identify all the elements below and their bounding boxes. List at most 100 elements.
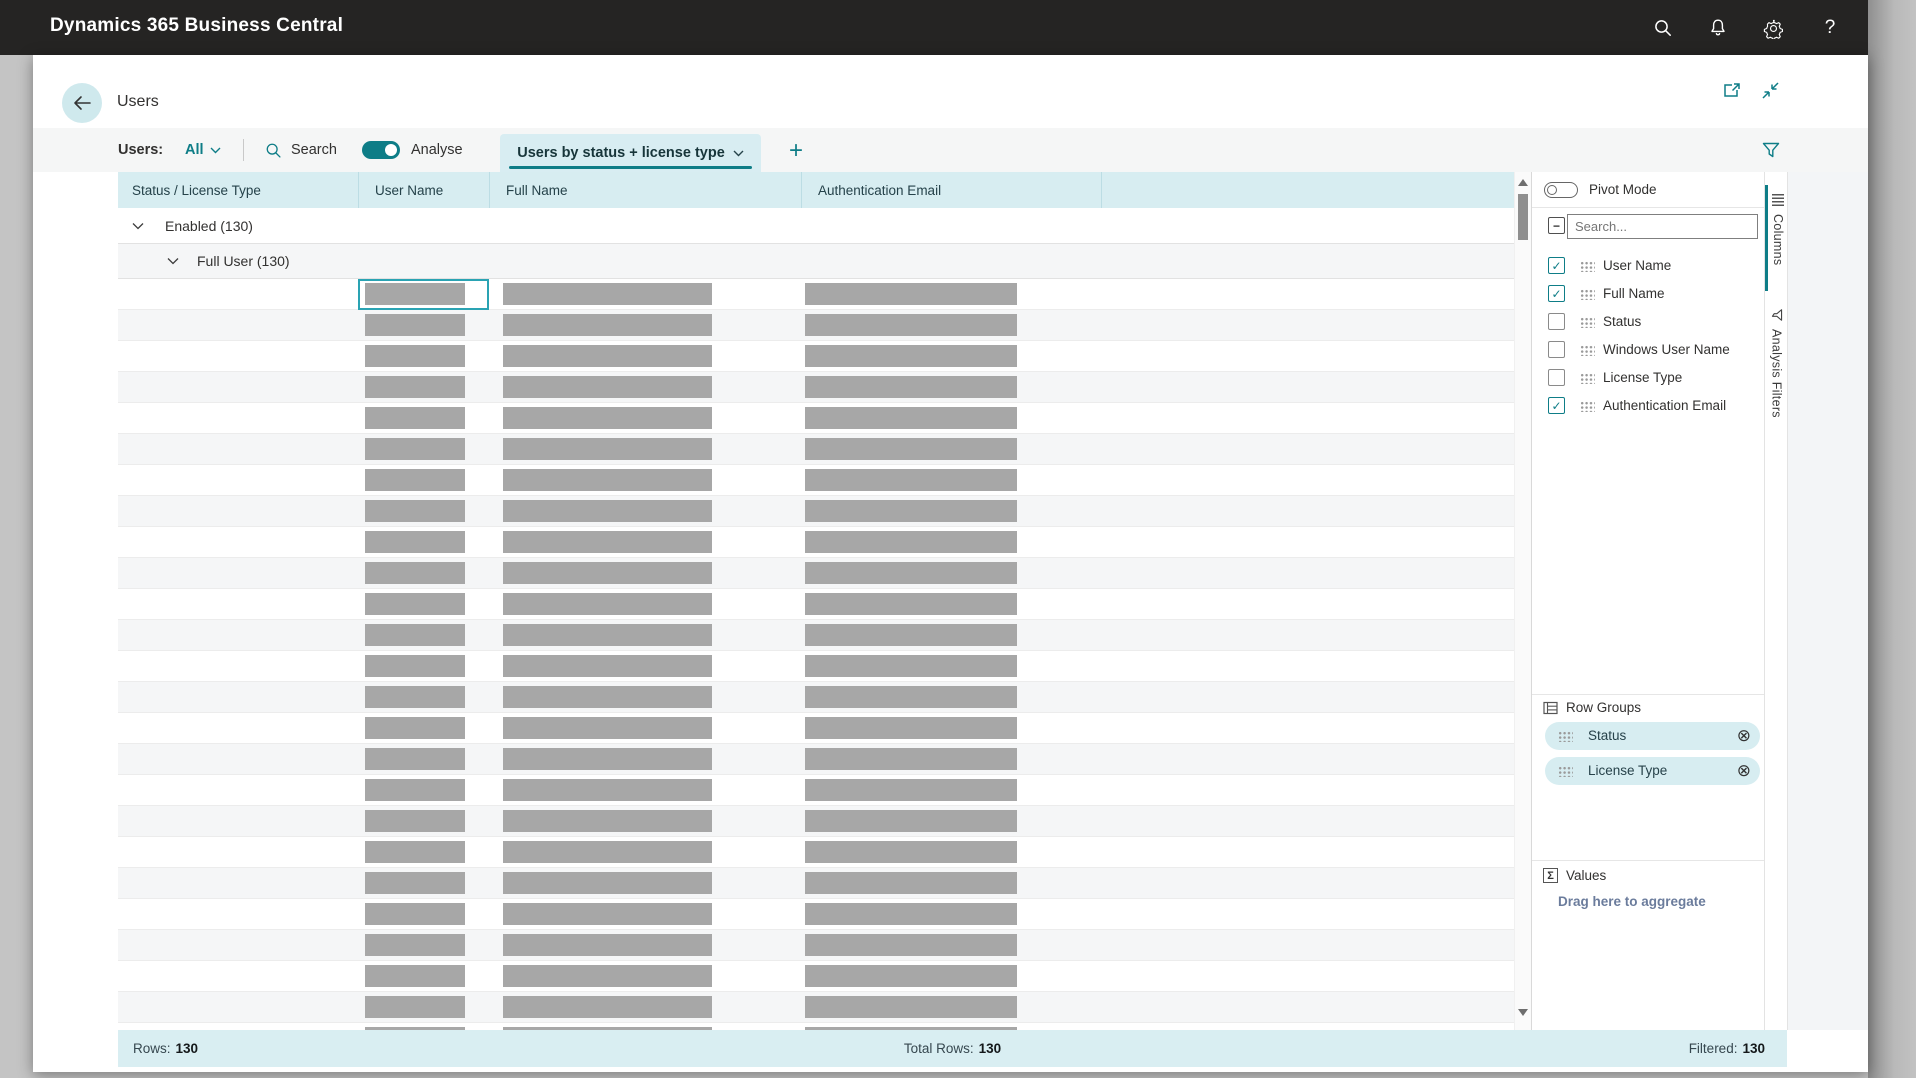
field-row-license-type[interactable]: License Type bbox=[1532, 364, 1764, 392]
open-in-new-window-icon[interactable] bbox=[1721, 80, 1741, 100]
field-checkbox[interactable]: ✓ bbox=[1548, 285, 1565, 302]
field-row-windows-user-name[interactable]: Windows User Name bbox=[1532, 336, 1764, 364]
scrollbar-thumb[interactable] bbox=[1518, 194, 1528, 240]
column-header-user-name[interactable]: User Name bbox=[358, 172, 489, 208]
field-row-user-name[interactable]: ✓ User Name bbox=[1532, 252, 1764, 280]
pivot-mode-toggle[interactable] bbox=[1544, 182, 1578, 198]
filter-value-dropdown[interactable]: All bbox=[185, 128, 221, 172]
values-header: Σ Values bbox=[1543, 868, 1606, 883]
table-row[interactable] bbox=[118, 775, 1531, 806]
remove-icon[interactable]: ⊗ bbox=[1736, 726, 1751, 745]
table-row[interactable] bbox=[118, 310, 1531, 341]
table-row[interactable] bbox=[118, 961, 1531, 992]
analysis-view-tab[interactable]: Users by status + license type bbox=[500, 134, 761, 172]
table-row[interactable] bbox=[118, 465, 1531, 496]
scroll-down-arrow[interactable] bbox=[1518, 1009, 1528, 1016]
field-row-full-name[interactable]: ✓ Full Name bbox=[1532, 280, 1764, 308]
redacted-cell-value bbox=[503, 655, 712, 677]
table-row[interactable] bbox=[118, 620, 1531, 651]
group-row-enabled[interactable]: Enabled (130) bbox=[118, 208, 1531, 244]
vertical-scrollbar[interactable] bbox=[1514, 172, 1531, 1030]
drag-handle-icon[interactable] bbox=[1558, 731, 1573, 742]
field-row-authentication-email[interactable]: ✓ Authentication Email bbox=[1532, 392, 1764, 420]
column-header-empty bbox=[1101, 172, 1531, 208]
drag-handle-icon[interactable] bbox=[1580, 289, 1595, 300]
redacted-cell-value bbox=[805, 872, 1017, 894]
drag-handle-icon[interactable] bbox=[1580, 401, 1595, 412]
row-group-pill-status[interactable]: Status ⊗ bbox=[1545, 722, 1760, 750]
table-row[interactable] bbox=[118, 403, 1531, 434]
table-row[interactable] bbox=[118, 279, 1531, 310]
drag-handle-icon[interactable] bbox=[1558, 766, 1573, 777]
table-row[interactable] bbox=[118, 713, 1531, 744]
table-row[interactable] bbox=[118, 558, 1531, 589]
table-row[interactable] bbox=[118, 1023, 1531, 1030]
table-row[interactable] bbox=[118, 651, 1531, 682]
search-button[interactable]: Search bbox=[265, 128, 337, 172]
table-row[interactable] bbox=[118, 496, 1531, 527]
redacted-cell-value bbox=[365, 903, 465, 925]
field-checkbox[interactable] bbox=[1548, 313, 1565, 330]
group-row-full-user[interactable]: Full User (130) bbox=[118, 244, 1531, 279]
tab-analysis-filters[interactable]: Analysis Filters bbox=[1765, 304, 1788, 444]
table-row[interactable] bbox=[118, 806, 1531, 837]
table-row[interactable] bbox=[118, 744, 1531, 775]
field-checkbox[interactable] bbox=[1548, 341, 1565, 358]
remove-icon[interactable]: ⊗ bbox=[1736, 761, 1751, 780]
field-search-input[interactable] bbox=[1567, 214, 1758, 239]
filter-funnel-icon[interactable] bbox=[1759, 138, 1783, 162]
column-header-authentication-email[interactable]: Authentication Email bbox=[801, 172, 1101, 208]
collapse-icon[interactable] bbox=[1760, 80, 1780, 100]
redacted-cell-value bbox=[805, 810, 1017, 832]
status-bar: Rows: 130 Total Rows: 130 Filtered: 130 bbox=[118, 1030, 1787, 1067]
table-row[interactable] bbox=[118, 682, 1531, 713]
table-row[interactable] bbox=[118, 837, 1531, 868]
bell-icon[interactable] bbox=[1704, 14, 1732, 42]
table-row[interactable] bbox=[118, 434, 1531, 465]
column-header-status-license[interactable]: Status / License Type bbox=[132, 182, 261, 198]
redacted-cell-value bbox=[503, 345, 712, 367]
field-label: Status bbox=[1603, 314, 1642, 329]
total-rows-label: Total Rows: bbox=[903, 1041, 974, 1056]
drag-handle-icon[interactable] bbox=[1580, 261, 1595, 272]
back-button[interactable] bbox=[62, 83, 102, 123]
drag-handle-icon[interactable] bbox=[1580, 317, 1595, 328]
table-row[interactable] bbox=[118, 372, 1531, 403]
field-checkbox[interactable]: ✓ bbox=[1548, 257, 1565, 274]
drag-handle-icon[interactable] bbox=[1580, 345, 1595, 356]
rows-count: Rows: 130 bbox=[133, 1030, 198, 1067]
redacted-cell-value bbox=[805, 500, 1017, 522]
chevron-down-icon[interactable] bbox=[167, 257, 179, 265]
row-group-pill-license-type[interactable]: License Type ⊗ bbox=[1545, 757, 1760, 785]
search-icon bbox=[266, 143, 281, 158]
table-row[interactable] bbox=[118, 868, 1531, 899]
tab-columns[interactable]: Columns bbox=[1765, 185, 1788, 291]
grid-header-row: Status / License Type User Name Full Nam… bbox=[118, 172, 1531, 208]
add-analysis-tab-button[interactable]: + bbox=[781, 136, 811, 166]
chevron-down-icon[interactable] bbox=[132, 222, 144, 230]
field-checkbox[interactable] bbox=[1548, 369, 1565, 386]
select-all-checkbox[interactable]: − bbox=[1548, 217, 1565, 234]
help-icon[interactable]: ? bbox=[1816, 14, 1844, 42]
app-topbar: Dynamics 365 Business Central ? bbox=[0, 0, 1868, 55]
table-row[interactable] bbox=[118, 589, 1531, 620]
redacted-cell-value bbox=[365, 407, 465, 429]
table-row[interactable] bbox=[118, 527, 1531, 558]
gear-icon[interactable] bbox=[1759, 14, 1787, 42]
table-row[interactable] bbox=[118, 341, 1531, 372]
drag-handle-icon[interactable] bbox=[1580, 373, 1595, 384]
tab-columns-label: Columns bbox=[1771, 214, 1785, 266]
selected-cell[interactable] bbox=[358, 279, 489, 310]
column-header-full-name[interactable]: Full Name bbox=[489, 172, 801, 208]
table-row[interactable] bbox=[118, 992, 1531, 1023]
table-row[interactable] bbox=[118, 899, 1531, 930]
field-checkbox[interactable]: ✓ bbox=[1548, 397, 1565, 414]
help-glyph: ? bbox=[1824, 17, 1836, 38]
field-row-status[interactable]: Status bbox=[1532, 308, 1764, 336]
scroll-up-arrow[interactable] bbox=[1518, 179, 1528, 186]
toggle-knob bbox=[1547, 185, 1557, 195]
table-row[interactable] bbox=[118, 930, 1531, 961]
search-icon[interactable] bbox=[1649, 14, 1677, 42]
filter-caption: Users: bbox=[118, 142, 164, 158]
analyse-toggle[interactable] bbox=[362, 141, 400, 159]
